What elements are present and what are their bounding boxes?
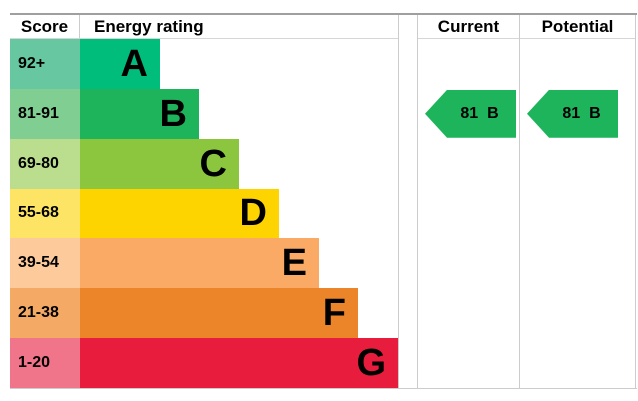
current-band-letter: B [487,104,499,122]
potential-score-value: 81 [562,104,581,122]
score-cell: 39-54 [10,238,80,289]
rating-bar: B [80,88,199,139]
score-cell: 81-91 [10,88,80,139]
score-column-header: Score [10,15,80,39]
band-row: B [80,88,398,139]
current-rows: 81 B [418,39,519,388]
score-cell: 92+ [10,39,80,89]
rating-bar: E [80,238,319,289]
current-rating-arrow: 81 B [425,89,516,138]
band-row: G [80,338,398,388]
rating-bar: C [80,138,239,189]
rating-bar: F [80,288,358,339]
score-cell: 1-20 [10,338,80,388]
energy-rating-column-header: Energy rating [80,15,398,39]
band-row: D [80,188,398,239]
rating-bar: A [80,39,160,89]
score-rows: 92+ 81-91 69-80 55-68 39-54 21-38 1-20 [10,39,80,388]
potential-rating-arrow: 81 B [527,89,618,138]
spacer-column [398,15,418,388]
energy-rating-bars: A B C D E F G [80,39,398,388]
band-row: E [80,238,398,289]
current-column: Current 81 B [418,15,519,388]
energy-rating-column: Energy rating A B C D E F G [80,15,398,388]
current-column-header: Current [418,15,519,39]
score-cell: 69-80 [10,138,80,189]
rating-bar: G [80,338,398,388]
epc-rating-chart: Score 92+ 81-91 69-80 55-68 39-54 21-38 … [10,13,637,389]
potential-rows: 81 B [520,39,635,388]
score-cell: 55-68 [10,188,80,239]
band-row: A [80,39,398,89]
potential-band-letter: B [589,104,601,122]
potential-column: Potential 81 B [519,15,636,388]
potential-column-header: Potential [520,15,635,39]
score-cell: 21-38 [10,288,80,339]
band-row: C [80,138,398,189]
rating-bar: D [80,188,279,239]
current-score-value: 81 [460,104,479,122]
score-column: Score 92+ 81-91 69-80 55-68 39-54 21-38 … [10,15,80,388]
band-row: F [80,288,398,339]
